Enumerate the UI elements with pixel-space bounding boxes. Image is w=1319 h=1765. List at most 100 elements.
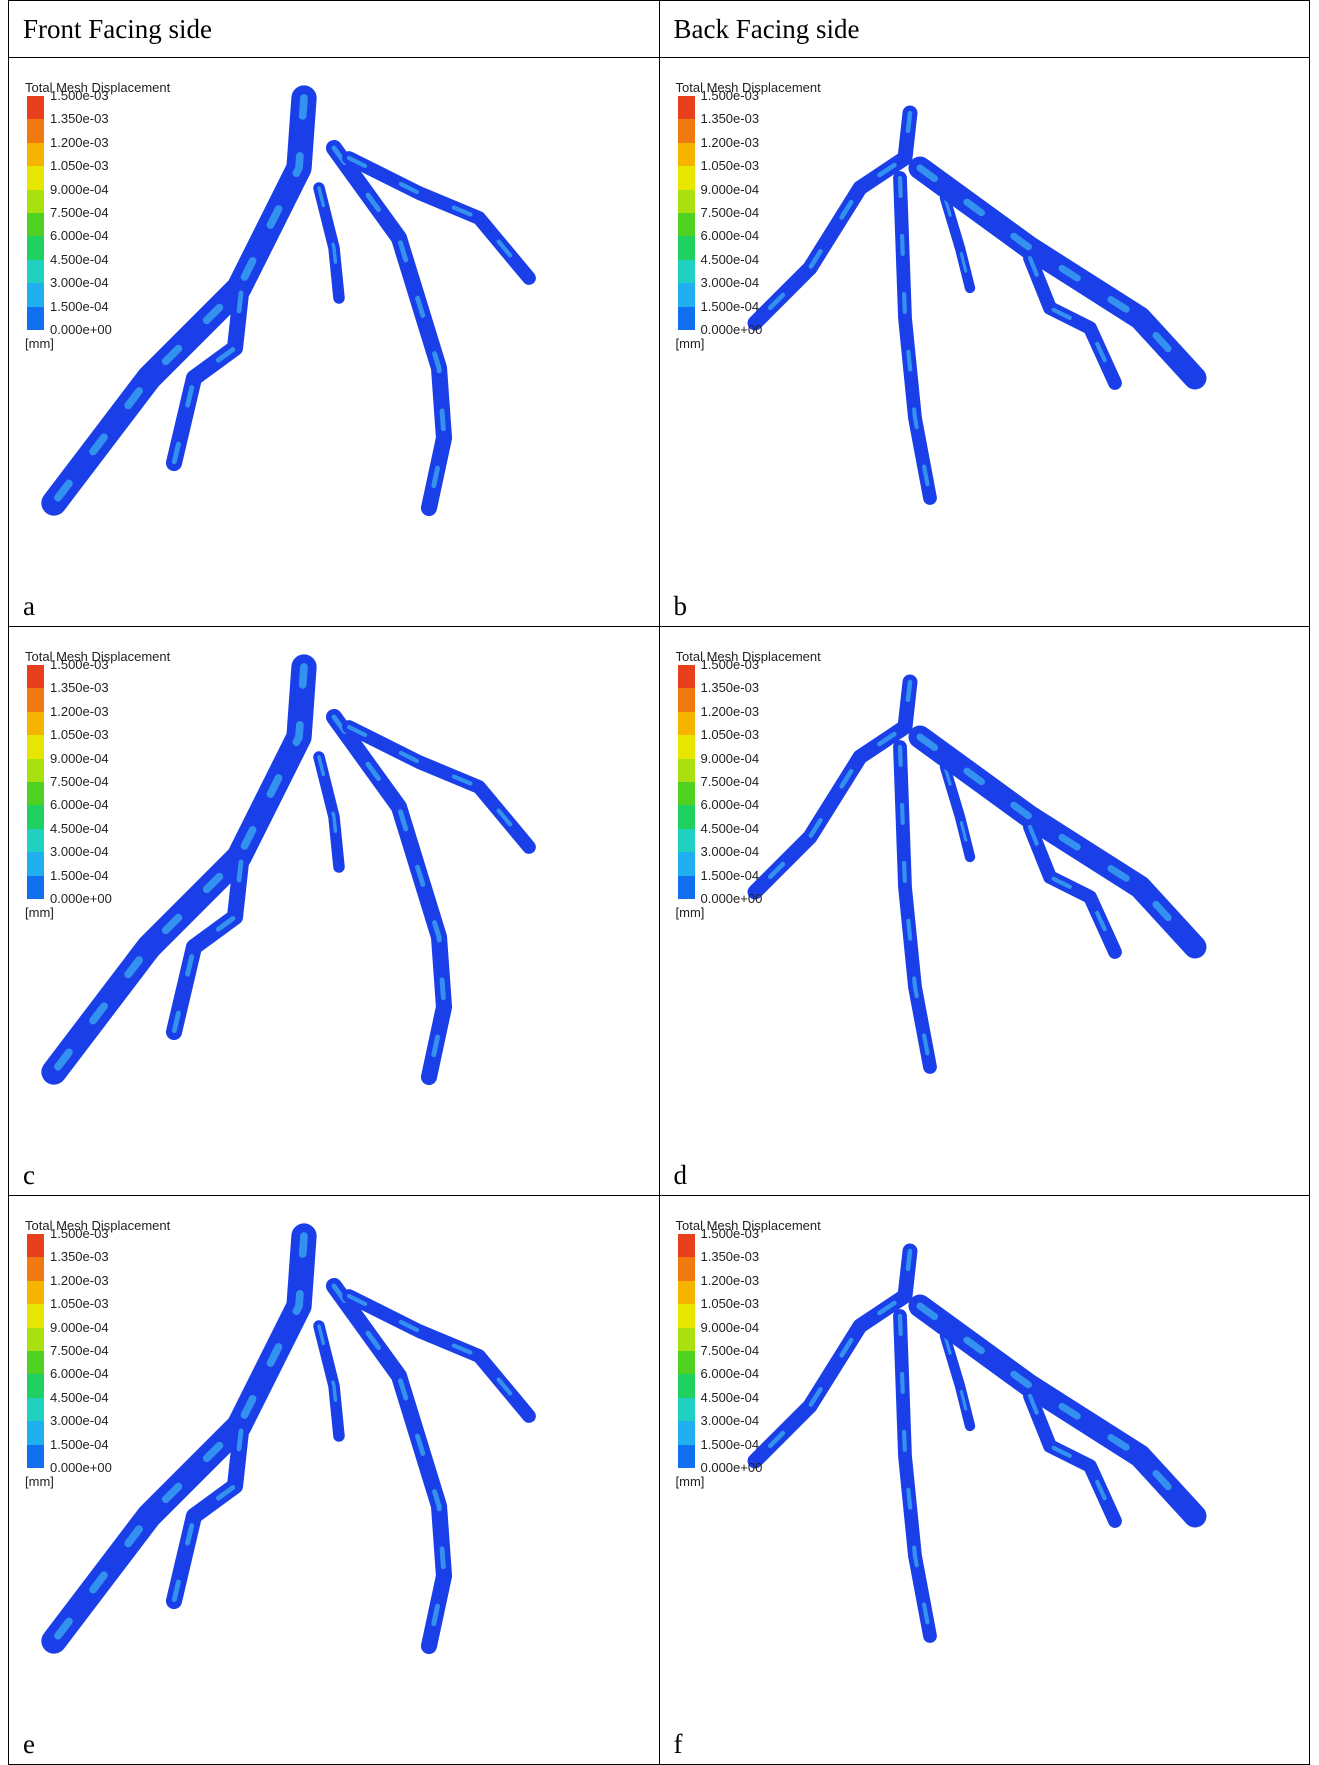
vessel-highlight: [1027, 824, 1117, 955]
legend-tick: 7.500e-04: [50, 774, 109, 789]
vessel: [747, 674, 917, 900]
legend-tick: 3.000e-04: [700, 1413, 760, 1429]
legend-color: [27, 665, 44, 689]
legend-tick: 1.500e-03: [50, 88, 109, 103]
legend-tick: 4.500e-04: [50, 1389, 109, 1405]
legend-title: Total Mesh Displacement: [675, 80, 821, 95]
vessel: [165, 853, 250, 1041]
legend-tick: 0.000e+00: [700, 1460, 763, 1475]
vessel-highlight: [942, 196, 972, 290]
legend-color: [27, 1234, 44, 1258]
vessel-highlight: [916, 1302, 1198, 1520]
legend-unit: [mm]: [25, 336, 54, 351]
vessel-render: [747, 105, 1206, 505]
legend-color: [27, 119, 44, 143]
legend-color: [677, 1234, 695, 1258]
legend-color: [677, 665, 695, 689]
legend-tick: 3.000e-04: [700, 275, 760, 291]
legend-tick: 9.000e-04: [50, 181, 109, 197]
legend-color: [677, 852, 695, 876]
vessel-render: [41, 85, 536, 517]
legend-color: [677, 828, 695, 853]
legend-color: [677, 283, 695, 307]
legend-tick: 1.500e-04: [700, 867, 760, 883]
legend-tick: 1.050e-03: [700, 1296, 760, 1312]
legend-tick: 7.500e-04: [700, 1343, 760, 1358]
legend-unit: [mm]: [675, 905, 705, 920]
legend-tick: 4.500e-04: [50, 820, 109, 836]
panel: Total Mesh Displacement 1.500e-03 1.350e-0…: [658, 57, 1310, 627]
legend-title: Total Mesh Displacement: [675, 1218, 821, 1233]
legend-tick: 1.200e-03: [50, 703, 109, 719]
legend-tick: 9.000e-04: [700, 1319, 760, 1335]
legend-color: [677, 96, 695, 120]
legend-tick: 1.350e-03: [50, 111, 109, 127]
legend-tick: 6.000e-04: [700, 797, 760, 813]
header-cell: Back Facing side: [658, 0, 1310, 58]
legend-title: Total Mesh Displacement: [675, 649, 821, 664]
legend-color: [677, 1280, 695, 1305]
legend-color: [677, 1257, 695, 1281]
legend-tick: 7.500e-04: [700, 205, 760, 220]
legend-color: [677, 735, 695, 759]
legend-color: [677, 711, 695, 736]
panel-label: f: [673, 1729, 683, 1759]
legend-color: [27, 1327, 44, 1351]
legend-color: [27, 213, 44, 237]
legend-color: [27, 758, 44, 782]
legend-color: [27, 805, 44, 829]
figure-table: Front Facing side Back Facing side Total…: [8, 0, 1310, 1765]
legend-tick: 1.200e-03: [700, 1272, 760, 1288]
legend-tick: 1.050e-03: [700, 727, 760, 743]
legend-tick: 4.500e-04: [50, 251, 109, 267]
legend-color: [677, 259, 695, 284]
legend-tick: 1.200e-03: [700, 703, 760, 719]
legend-tick: 1.500e-03: [50, 1226, 109, 1241]
vessel-highlight: [331, 714, 447, 1080]
vessel-highlight: [346, 155, 532, 281]
vessel: [747, 1243, 917, 1469]
vessel-highlight: [346, 1293, 532, 1419]
legend-color: [27, 1304, 44, 1328]
vessel-highlight: [897, 744, 932, 1070]
legend-tick: 0.000e+00: [50, 891, 112, 906]
vessel-render: [41, 1223, 536, 1655]
legend-color: [677, 875, 695, 899]
legend-color: [27, 283, 44, 307]
legend-color: [27, 1351, 44, 1375]
legend-tick: 9.000e-04: [700, 750, 760, 766]
vessel-highlight: [331, 1283, 447, 1649]
legend-unit: [mm]: [25, 1474, 54, 1489]
legend-tick: 9.000e-04: [50, 750, 109, 766]
vessel-render: [747, 674, 1206, 1074]
vessel-render: [747, 1243, 1206, 1643]
legend-tick: 4.500e-04: [700, 820, 760, 836]
legend-color: [677, 758, 695, 782]
legend-color: [677, 1327, 695, 1351]
vessel-highlight: [916, 733, 1198, 951]
legend-color: [27, 735, 44, 759]
legend-tick: 1.050e-03: [50, 158, 109, 174]
panel-label: d: [673, 1160, 688, 1190]
vessel: [892, 1309, 937, 1643]
vessel-highlight: [331, 145, 447, 511]
legend-tick: 1.200e-03: [50, 134, 109, 150]
row: Total Mesh Displacement 1.500e-03 1.350e-0…: [8, 57, 1310, 627]
legend-color: [27, 236, 44, 260]
legend-tick: 0.000e+00: [700, 891, 763, 906]
vessel: [747, 105, 917, 331]
legend-tick: 1.350e-03: [700, 111, 760, 127]
vessel-highlight: [897, 1313, 932, 1639]
vessel-highlight: [916, 164, 1198, 382]
legend-color: [677, 119, 695, 143]
legend-tick: 1.500e-04: [50, 1436, 109, 1452]
legend-tick: 7.500e-04: [50, 205, 109, 220]
legend-color: [27, 1397, 44, 1422]
vessel-highlight: [1027, 255, 1117, 386]
legend-tick: 1.500e-03: [700, 1226, 760, 1241]
legend-title: Total Mesh Displacement: [25, 649, 171, 664]
legend-color: [677, 1351, 695, 1375]
legend-tick: 1.500e-04: [700, 1436, 760, 1452]
legend-color: [27, 782, 44, 806]
